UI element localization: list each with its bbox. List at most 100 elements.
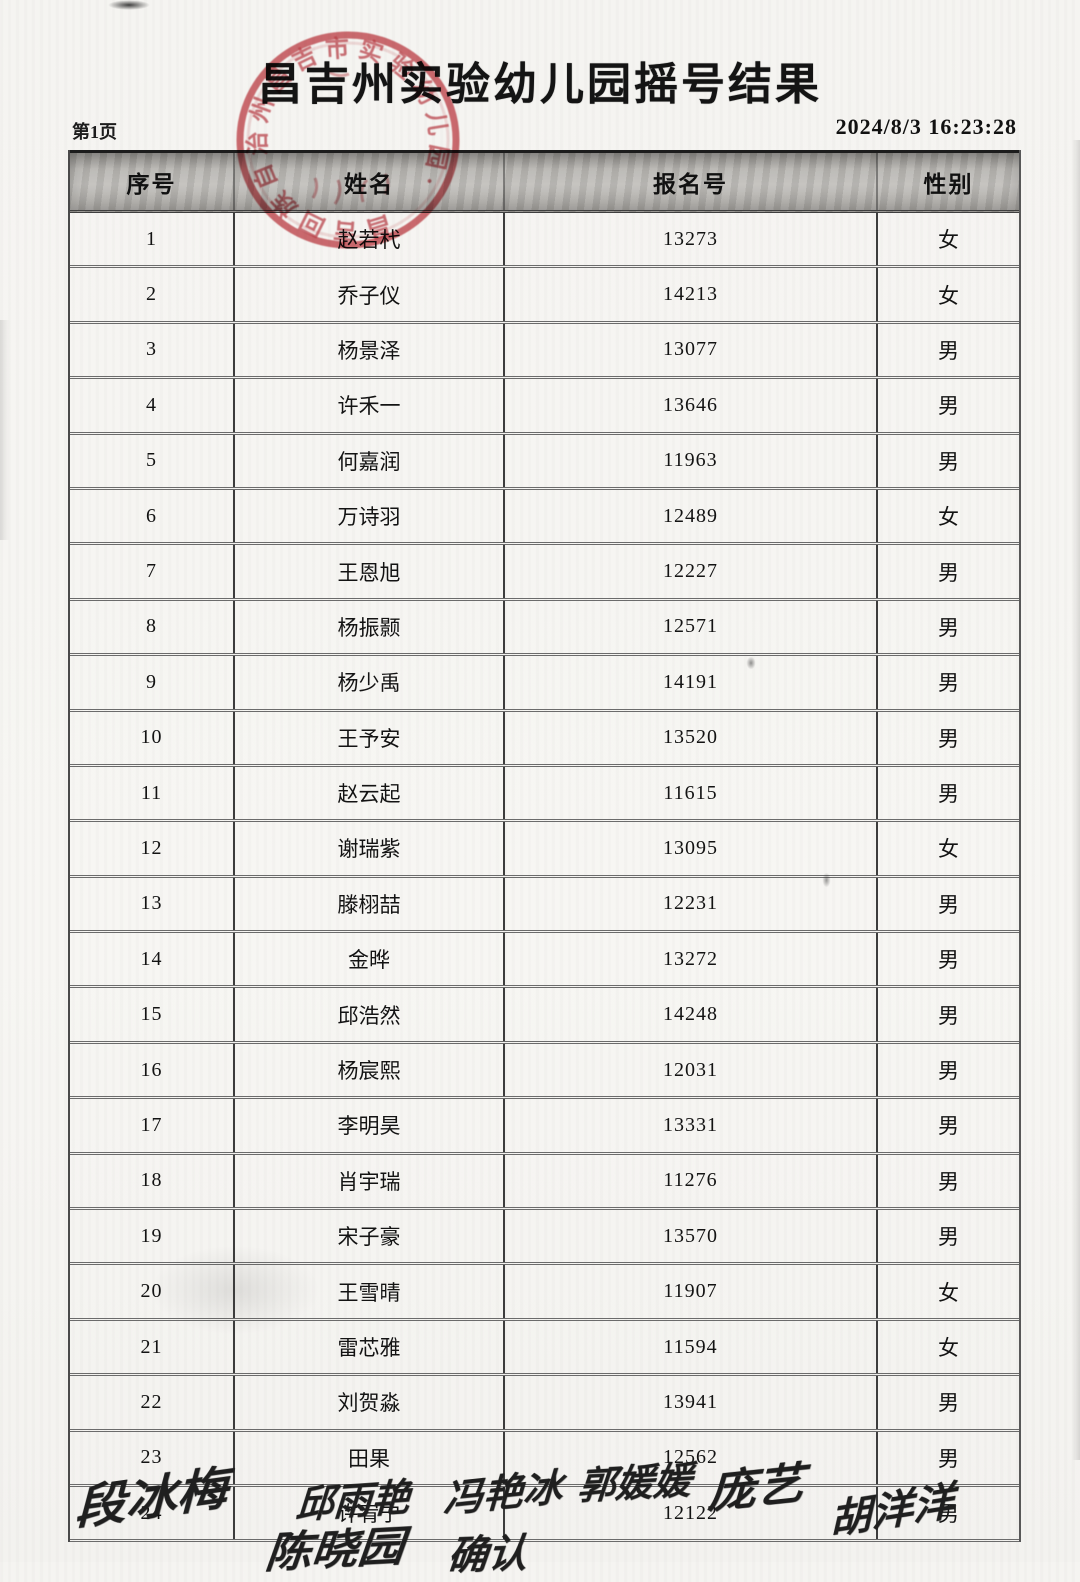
table-row: 15 邱浩然 14248 男 — [70, 988, 1019, 1044]
cell-serial: 8 — [146, 615, 157, 638]
cell-name: 王恩旭 — [233, 545, 503, 598]
lottery-results-table: 序号 姓名 报名号 性别 1 赵若杙 13273 女 2 乔子仪 14213 女 3 杨景泽 130… — [68, 150, 1021, 1543]
cell-serial: 11 — [140, 781, 163, 804]
cell-name: 雷芯雅 — [233, 1320, 503, 1374]
cell-registration-number: 12571 — [503, 600, 876, 654]
cell-serial: 6 — [146, 504, 157, 527]
cell-gender: 女 — [876, 268, 1019, 321]
table-row: 17 李明昊 13331 男 — [70, 1099, 1019, 1155]
cell-serial: 16 — [140, 1058, 163, 1081]
cell-registration-number: 13095 — [503, 822, 876, 875]
cell-name: 许禾一 — [233, 379, 503, 432]
cell-name: 赵云起 — [233, 766, 503, 820]
cell-name: 杨少禹 — [233, 656, 503, 709]
cell-serial: 17 — [140, 1113, 163, 1136]
table-row: 8 杨振颢 12571 男 — [70, 600, 1019, 657]
cell-name: 滕栩喆 — [233, 877, 503, 931]
cell-gender: 男 — [876, 379, 1019, 432]
cell-gender: 男 — [876, 1154, 1019, 1208]
cell-registration-number: 12231 — [503, 877, 876, 931]
cell-name: 肖宇瑞 — [233, 1154, 503, 1208]
table-row: 19 宋子豪 13570 男 — [70, 1210, 1019, 1266]
table-row: 2 乔子仪 14213 女 — [70, 268, 1019, 324]
seal-ring — [236, 31, 460, 249]
header-name: 姓名 — [233, 153, 503, 210]
cell-name: 杨景泽 — [233, 323, 503, 377]
page-number-label: 第1页 — [72, 122, 117, 142]
cell-serial: 13 — [140, 892, 163, 915]
scan-artifact — [0, 320, 10, 540]
table-row: 6 万诗羽 12489 女 — [70, 489, 1019, 546]
cell-registration-number: 12489 — [503, 489, 876, 543]
cell-serial: 20 — [140, 1280, 163, 1303]
cell-name: 李明昊 — [233, 1099, 503, 1152]
cell-name: 杨宸熙 — [233, 1043, 503, 1097]
cell-gender: 男 — [876, 656, 1019, 709]
table-row: 23 田果 12562 男 — [70, 1431, 1019, 1487]
cell-registration-number: 13331 — [503, 1099, 876, 1152]
cell-gender: 男 — [876, 988, 1019, 1041]
table-row: 13 滕栩喆 12231 男 — [70, 877, 1019, 934]
cell-name: 王予安 — [233, 711, 503, 764]
cell-gender: 男 — [876, 766, 1019, 820]
table-header-row: 序号 姓名 报名号 性别 — [70, 150, 1019, 213]
cell-name: 许宥宁 — [233, 1486, 503, 1540]
cell-name: 金晔 — [233, 933, 503, 986]
cell-gender: 女 — [876, 822, 1019, 875]
table-row: 22 刘贺淼 13941 男 — [70, 1376, 1019, 1432]
cell-serial: 3 — [146, 338, 157, 361]
table-row: 16 杨宸熙 12031 男 — [70, 1043, 1019, 1100]
table-row: 7 王恩旭 12227 男 — [70, 545, 1019, 601]
cell-serial: 18 — [140, 1169, 163, 1192]
cell-gender: 男 — [876, 1099, 1019, 1152]
handwritten-signature: 郭媛媛 — [575, 1459, 694, 1509]
scan-artifact — [108, 0, 150, 10]
cell-serial: 4 — [146, 393, 157, 416]
cell-name: 乔子仪 — [233, 268, 503, 321]
handwritten-signature: 陈晓园 — [263, 1524, 406, 1578]
handwritten-signature: 庞艺 — [706, 1458, 805, 1519]
cell-serial: 7 — [146, 560, 157, 583]
cell-gender: 男 — [876, 434, 1019, 487]
table-row: 4 许禾一 13646 男 — [70, 379, 1019, 435]
cell-gender: 男 — [876, 711, 1019, 764]
meta-row: 第1页 2024/8/3 16:23:28 — [68, 114, 1017, 144]
cell-name: 谢瑞紫 — [233, 822, 503, 875]
cell-registration-number: 13077 — [503, 323, 876, 377]
cell-serial: 15 — [140, 1003, 163, 1026]
table-body: 1 赵若杙 13273 女 2 乔子仪 14213 女 3 杨景泽 13077 男 4 许禾一 13646 男… — [70, 213, 1019, 1543]
seal-ring-text: 昌吉回族自治州昌吉市实验幼儿园· — [217, 8, 479, 272]
cell-registration-number: 12562 — [503, 1431, 876, 1484]
cell-registration-number: 13941 — [503, 1376, 876, 1429]
cell-registration-number: 13520 — [503, 711, 876, 764]
cell-registration-number: 14213 — [503, 268, 876, 321]
scan-artifact — [1072, 140, 1080, 1460]
cell-gender: 女 — [876, 1265, 1019, 1318]
cell-serial: 9 — [146, 670, 157, 693]
cell-registration-number: 13272 — [503, 933, 876, 986]
cell-serial: 2 — [146, 283, 157, 306]
cell-serial: 1 — [146, 227, 157, 250]
table-row: 1 赵若杙 13273 女 — [70, 213, 1019, 269]
cell-serial: 22 — [140, 1390, 163, 1413]
header-serial: 序号 — [126, 171, 177, 197]
cell-registration-number: 11963 — [503, 434, 876, 487]
cell-serial: 21 — [140, 1335, 163, 1358]
cell-registration-number: 12227 — [503, 545, 876, 598]
table-row: 18 肖宇瑞 11276 男 — [70, 1154, 1019, 1211]
cell-serial: 23 — [140, 1446, 163, 1469]
cell-gender: 男 — [876, 1486, 1019, 1540]
table-row: 24 许宥宁 12122 男 — [70, 1486, 1019, 1543]
cell-registration-number: 12031 — [503, 1043, 876, 1097]
cell-gender: 男 — [876, 545, 1019, 598]
table-row: 11 赵云起 11615 男 — [70, 766, 1019, 823]
cell-name: 邱浩然 — [233, 988, 503, 1041]
cell-registration-number: 12122 — [503, 1486, 876, 1540]
table-row: 3 杨景泽 13077 男 — [70, 323, 1019, 380]
cell-serial: 19 — [140, 1224, 163, 1247]
cell-gender: 男 — [876, 1043, 1019, 1097]
cell-name: 田果 — [233, 1431, 503, 1484]
cell-name: 宋子豪 — [233, 1210, 503, 1263]
print-timestamp: 2024/8/3 16:23:28 — [835, 114, 1017, 139]
table-row: 12 谢瑞紫 13095 女 — [70, 822, 1019, 878]
